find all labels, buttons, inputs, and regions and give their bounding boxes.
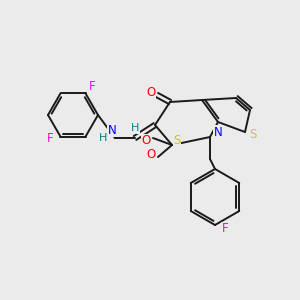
Text: F: F (47, 132, 54, 145)
Text: S: S (249, 128, 257, 142)
Text: O: O (141, 134, 151, 148)
Text: N: N (214, 125, 222, 139)
Text: H: H (131, 123, 139, 133)
Text: O: O (146, 148, 156, 161)
Text: F: F (222, 223, 228, 236)
Text: O: O (146, 85, 156, 98)
Text: H: H (99, 133, 107, 143)
Text: N: N (108, 124, 116, 136)
Text: F: F (89, 80, 96, 93)
Text: S: S (173, 134, 181, 146)
